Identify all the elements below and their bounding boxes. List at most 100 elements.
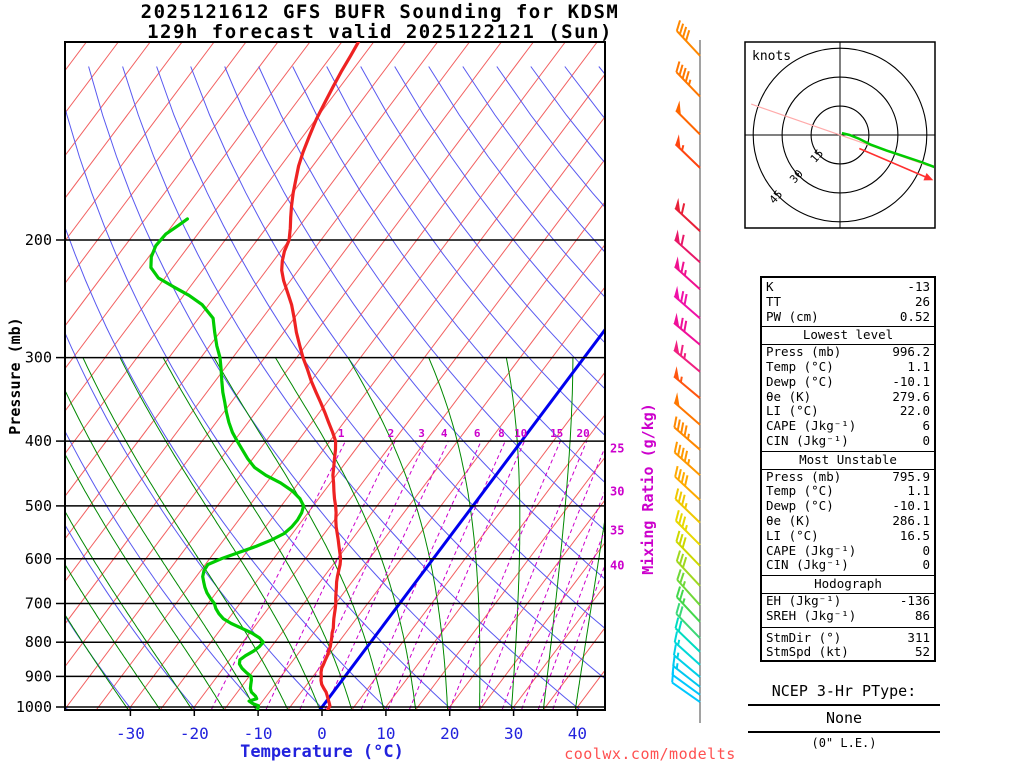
mixing-ratio-label: 40: [610, 559, 624, 573]
wind-barb: [673, 366, 701, 399]
ring-speed-label: 15: [808, 147, 827, 166]
table-row: CAPE (Jkg⁻¹) 0: [762, 542, 934, 559]
table-row: PW (cm) 0.52: [762, 308, 934, 325]
temperature-tick-label: 30: [504, 724, 523, 743]
wind-barb: [674, 465, 701, 501]
wind-barb: [675, 602, 701, 639]
hodograph-ring: [752, 47, 928, 223]
watermark: coolwx.com/modelts: [564, 745, 736, 763]
hodograph-ring: [810, 105, 870, 165]
table-row: CIN (Jkg⁻¹) 0: [762, 432, 934, 449]
row-label: θe (K): [766, 388, 812, 404]
pressure-tick-label: 700: [25, 595, 52, 613]
mixing-ratio-label: 30: [610, 485, 624, 499]
table-row: CAPE (Jkg⁻¹) 6: [762, 418, 934, 434]
row-value: 6: [922, 418, 930, 434]
pressure-tick-label: 900: [25, 667, 52, 685]
table-row: CIN (Jkg⁻¹) 0: [762, 558, 934, 573]
wind-barb-column: [671, 20, 701, 723]
row-label: θe (K): [766, 512, 812, 528]
wind-barb: [674, 229, 701, 264]
table-row: θe (K) 279.6: [762, 388, 934, 405]
table-row: K -13: [762, 278, 934, 295]
row-label: PW (cm): [766, 308, 819, 324]
wind-barb: [675, 100, 701, 136]
row-value: -13: [907, 279, 930, 294]
ring-speed-label: 45: [767, 188, 786, 207]
row-label: CIN (Jkg⁻¹): [766, 432, 849, 448]
pressure-tick-label: 400: [25, 432, 52, 450]
row-value: 0.52: [899, 308, 930, 324]
mixing-ratio-axis-label: Mixing Ratio (g/kg): [639, 403, 657, 575]
mixing-ratio-label: 8: [498, 427, 505, 440]
temperature-trace: [280, 42, 361, 710]
row-value: 1.1: [907, 483, 930, 499]
row-value: 22.0: [899, 403, 930, 419]
mixing-ratio-label: 35: [610, 523, 624, 537]
row-label: Dewp (°C): [766, 498, 834, 514]
row-label: Dewp (°C): [766, 373, 834, 389]
ptype-detail: (0" L.E.): [811, 736, 877, 750]
wind-barb: [673, 312, 701, 346]
wind-barb: [674, 134, 701, 169]
wind-barb: [673, 416, 701, 451]
row-label: Temp (°C): [766, 358, 834, 374]
row-label: EH (Jkg⁻¹): [766, 592, 842, 608]
row-label: LI (°C): [766, 403, 819, 419]
mixing-ratio-label: 10: [514, 427, 527, 440]
section-header: Lowest level: [762, 326, 934, 346]
storm-motion-arrow: [858, 147, 928, 179]
indices-table: K -13 TT 26 PW (cm) 0.52 Lowest level Press (mb…: [760, 276, 936, 663]
hodograph-ring: [781, 76, 899, 194]
wind-barb: [672, 644, 701, 678]
pressure-tick-label: 300: [25, 349, 52, 367]
wind-barb: [673, 339, 701, 373]
table-row: StmDir (°) 311: [762, 629, 934, 646]
wind-barb: [673, 285, 701, 320]
table-divider: [762, 626, 934, 628]
mixing-ratio-label: 6: [474, 427, 481, 440]
row-value: 52: [914, 644, 930, 660]
row-value: 996.2: [892, 344, 930, 360]
wind-barb: [674, 509, 701, 546]
ptype-title: NCEP 3-Hr PType:: [748, 680, 940, 706]
table-row: LI (°C) 16.5: [762, 528, 934, 544]
temperature-tick-label: -20: [180, 724, 209, 743]
row-label: StmSpd (kt): [766, 644, 849, 660]
pressure-tick-label: 500: [25, 497, 52, 515]
table-row: Dewp (°C) -10.1: [762, 373, 934, 390]
wind-barb: [675, 61, 701, 98]
ptype-panel: NCEP 3-Hr PType: None (0" L.E.): [748, 680, 940, 753]
table-row: Temp (°C) 1.1: [762, 358, 934, 375]
temperature-tick-label: -30: [116, 724, 145, 743]
section-header: Most Unstable: [762, 450, 934, 470]
mixing-ratio-label: 2: [388, 427, 395, 440]
wind-barb: [674, 617, 701, 653]
table-row: Press (mb) 996.2: [762, 344, 934, 360]
row-value: 86: [914, 607, 930, 623]
row-value: -10.1: [892, 498, 930, 514]
chart-title: 2025121612 GFS BUFR Sounding for KDSM 12…: [60, 2, 700, 42]
mixing-ratio-label: 3: [418, 427, 425, 440]
wind-barb: [672, 654, 701, 688]
row-label: StmDir (°): [766, 629, 842, 645]
sounding-profiles: [149, 42, 361, 710]
temperature-tick-label: 20: [440, 724, 459, 743]
wind-barb: [673, 392, 701, 426]
row-value: 26: [914, 293, 930, 309]
table-row: StmSpd (kt) 52: [762, 645, 934, 660]
row-value: 0: [922, 542, 930, 558]
skewt-grid: [65, 42, 605, 710]
wind-barb: [674, 197, 701, 232]
table-row: θe (K) 286.1: [762, 512, 934, 529]
section-header: Hodograph: [762, 575, 934, 594]
ptype-value: None: [748, 706, 940, 733]
dewpoint-trace: [149, 217, 306, 710]
pressure-axis-label: Pressure (mb): [6, 317, 24, 435]
hodograph-unit-label: knots: [752, 49, 791, 64]
mixing-ratio-label: 15: [550, 427, 563, 440]
ring-speed-label: 30: [787, 167, 806, 186]
mixing-ratio-label: 1: [338, 427, 345, 440]
